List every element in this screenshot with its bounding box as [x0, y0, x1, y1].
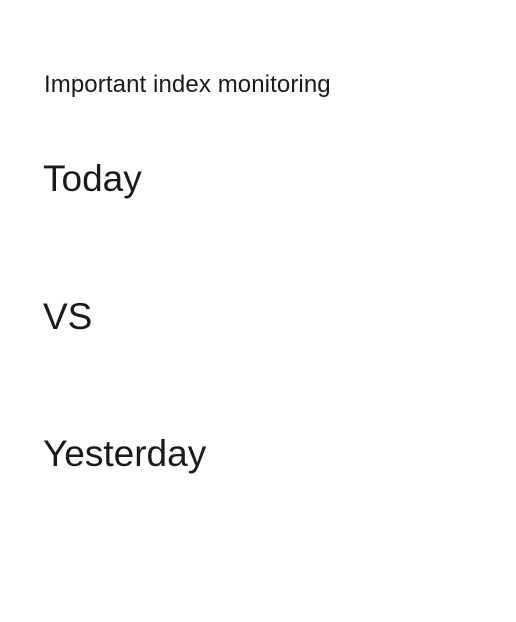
page-title: Important index monitoring [44, 71, 331, 98]
vs-label: VS [43, 296, 93, 337]
yesterday-label: Yesterday [43, 433, 207, 474]
today-label: Today [43, 158, 142, 199]
